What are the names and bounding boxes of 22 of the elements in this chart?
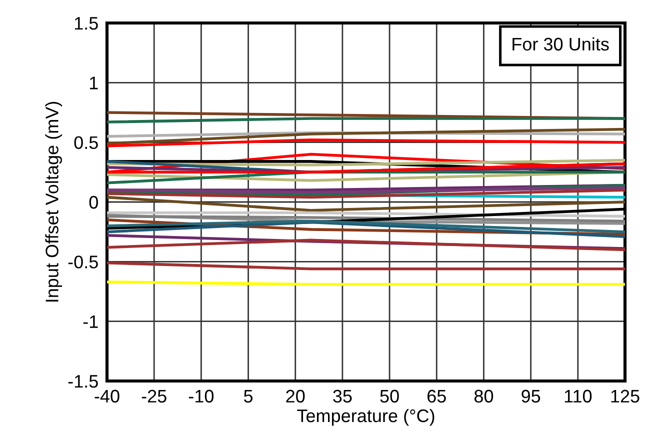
x-tick-label: 5: [244, 390, 253, 403]
x-axis-title: Temperature (°C): [297, 408, 434, 426]
x-tick-label: 65: [428, 390, 446, 403]
x-tick-label: 125: [611, 390, 640, 403]
y-tick-label: 1.5: [74, 17, 98, 30]
y-tick-label: -1: [83, 315, 98, 328]
y-tick-label: 0.5: [74, 136, 98, 150]
x-tick-label: 20: [286, 390, 305, 403]
x-tick-label: -10: [188, 390, 214, 403]
annotation: For 30 Units: [512, 37, 609, 51]
x-tick-label: -40: [94, 390, 120, 403]
x-tick-label: 50: [380, 390, 399, 403]
y-axis-title: Input Offset Voltage (mV): [45, 102, 62, 302]
y-tick-label: 0: [89, 196, 98, 209]
x-tick-label: 35: [333, 390, 352, 403]
y-tick-label: -1.5: [68, 375, 98, 388]
x-tick-label: 95: [522, 390, 540, 403]
x-tick-label: -25: [142, 390, 166, 403]
x-tick-label: 110: [564, 390, 592, 403]
y-tick-label: 1: [90, 76, 98, 90]
x-tick-label: 80: [474, 390, 494, 403]
y-tick-label: -0.5: [68, 256, 98, 268]
